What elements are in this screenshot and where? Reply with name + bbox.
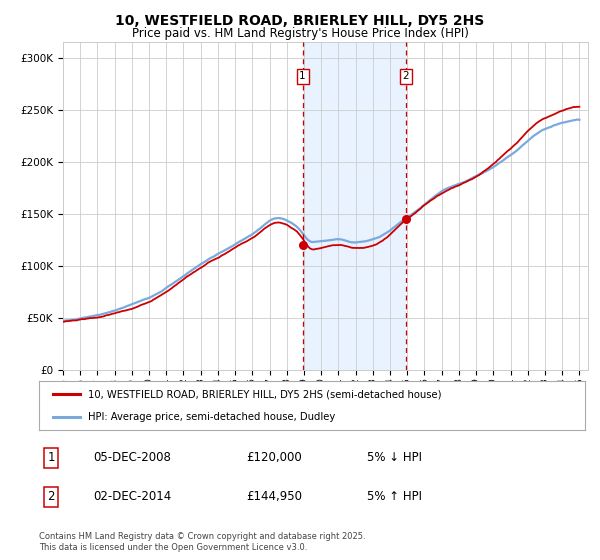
Text: Contains HM Land Registry data © Crown copyright and database right 2025.
This d: Contains HM Land Registry data © Crown c… [39, 531, 365, 553]
Text: 1: 1 [299, 71, 306, 81]
Text: 02-DEC-2014: 02-DEC-2014 [94, 491, 172, 503]
Text: £144,950: £144,950 [247, 491, 302, 503]
Text: 5% ↑ HPI: 5% ↑ HPI [367, 491, 422, 503]
Text: 2: 2 [47, 491, 55, 503]
Text: 10, WESTFIELD ROAD, BRIERLEY HILL, DY5 2HS (semi-detached house): 10, WESTFIELD ROAD, BRIERLEY HILL, DY5 2… [88, 389, 442, 399]
Text: Price paid vs. HM Land Registry's House Price Index (HPI): Price paid vs. HM Land Registry's House … [131, 27, 469, 40]
Text: 10, WESTFIELD ROAD, BRIERLEY HILL, DY5 2HS: 10, WESTFIELD ROAD, BRIERLEY HILL, DY5 2… [115, 14, 485, 28]
Text: 1: 1 [47, 451, 55, 464]
Text: 05-DEC-2008: 05-DEC-2008 [94, 451, 172, 464]
Bar [302, 42, 406, 370]
Text: 5% ↓ HPI: 5% ↓ HPI [367, 451, 422, 464]
Text: £120,000: £120,000 [247, 451, 302, 464]
Text: HPI: Average price, semi-detached house, Dudley: HPI: Average price, semi-detached house,… [88, 412, 335, 422]
Text: 2: 2 [403, 71, 409, 81]
